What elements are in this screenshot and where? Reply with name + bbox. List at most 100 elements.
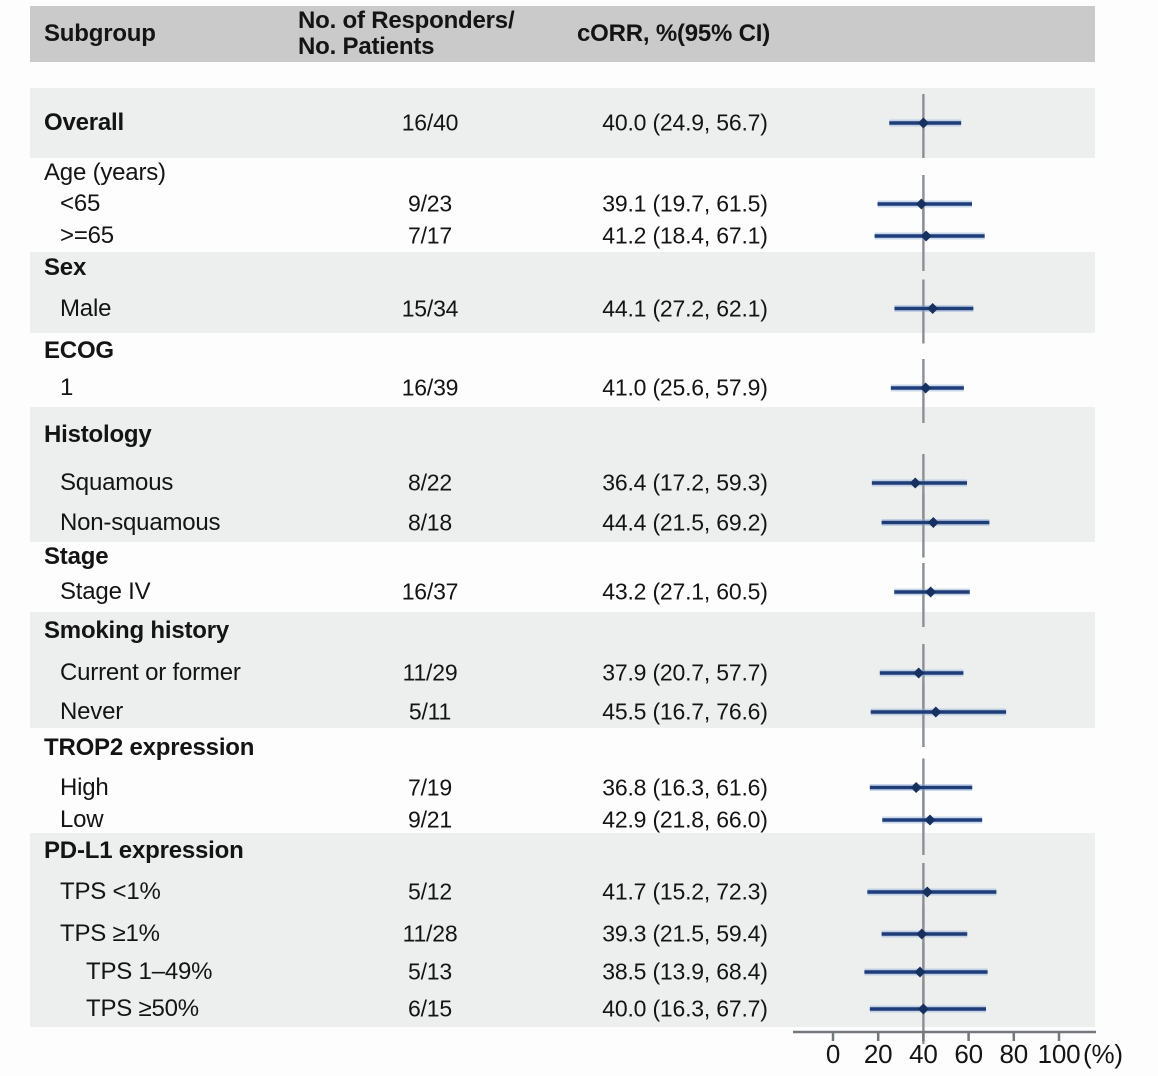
subgroup-row: Smoking history (30, 612, 1095, 650)
n-patients-cell: 9/23 (408, 190, 452, 217)
x-axis-unit-label: (%) (1083, 1039, 1123, 1069)
subgroup-row: Age (years) (30, 158, 1095, 188)
x-axis-tick-label: 60 (954, 1039, 983, 1069)
subgroup-row: TROP2 expression (30, 728, 1095, 768)
subgroup-label: High (60, 773, 109, 801)
section-band: PD-L1 expression TPS <1% 5/12 41.7 (15.2, 7… (30, 833, 1095, 1027)
corr-ci-cell: 38.5 (13.9, 68.4) (602, 958, 768, 985)
header-gap (30, 62, 1095, 88)
subgroup-label: 1 (60, 374, 74, 401)
n-patients-cell: 16/40 (401, 109, 459, 136)
subgroup-row: Sex (30, 252, 1095, 284)
corr-ci-cell: 36.8 (16.3, 61.6) (602, 774, 768, 800)
subgroup-label: Never (60, 698, 124, 725)
n-patients-cell: 6/15 (408, 995, 452, 1022)
subgroup-label: >=65 (60, 222, 114, 249)
section-band: Stage Stage IV 16/37 43.2 (27.1, 60.5) (30, 542, 1095, 612)
x-axis-tick-label: 0 (826, 1039, 840, 1069)
subgroup-row: TPS ≥1% 11/28 39.3 (21.5, 59.4) (30, 915, 1095, 953)
n-patients-cell: 16/39 (401, 374, 459, 401)
corr-ci-cell: 43.2 (27.1, 60.5) (602, 578, 768, 605)
subgroup-row: Current or former 11/29 37.9 (20.7, 57.7) (30, 650, 1095, 696)
subgroup-row: TPS 1–49% 5/13 38.5 (13.9, 68.4) (30, 953, 1095, 991)
subgroup-label: TPS ≥1% (60, 920, 160, 947)
n-patients-cell: 8/22 (408, 469, 452, 496)
corr-ci-cell: 39.1 (19.7, 61.5) (602, 190, 768, 217)
subgroup-row: <65 9/23 39.1 (19.7, 61.5) (30, 188, 1095, 220)
x-axis-tick-label: 100 (1038, 1039, 1081, 1069)
section-header-label: PD-L1 expression (44, 837, 244, 864)
subgroup-row: Stage (30, 542, 1095, 572)
column-header-responders-line2: No. Patients (298, 33, 435, 60)
subgroup-row: High 7/19 36.8 (16.3, 61.6) (30, 768, 1095, 807)
subgroup-row: Squamous 8/22 36.4 (17.2, 59.3) (30, 463, 1095, 503)
section-header-label: Histology (44, 421, 152, 448)
section-band: Smoking history Current or former 11/29 37.… (30, 612, 1095, 728)
corr-ci-cell: 42.9 (21.8, 66.0) (602, 806, 768, 833)
subgroup-row: Stage IV 16/37 43.2 (27.1, 60.5) (30, 572, 1095, 612)
n-patients-cell: 11/29 (402, 659, 458, 686)
subgroup-label: TPS 1–49% (86, 958, 213, 985)
n-patients-cell: 11/28 (402, 920, 458, 947)
n-patients-cell: 8/18 (408, 509, 452, 535)
subgroup-label: TPS <1% (60, 878, 161, 905)
corr-ci-cell: 41.2 (18.4, 67.1) (602, 222, 768, 249)
column-header-responders: No. of Responders/ No. Patients (298, 7, 515, 60)
subgroup-label: TPS ≥50% (86, 995, 199, 1022)
subgroup-label: <65 (60, 190, 101, 217)
n-patients-cell: 9/21 (408, 806, 452, 833)
table-header-row: Subgroup No. of Responders/ No. Patients… (30, 6, 1095, 62)
corr-ci-cell: 39.3 (21.5, 59.4) (602, 920, 768, 947)
subgroup-row: Low 9/21 42.9 (21.8, 66.0) (30, 806, 1095, 833)
corr-ci-cell: 44.1 (27.2, 62.1) (602, 295, 768, 321)
corr-ci-cell: 40.0 (24.9, 56.7) (602, 109, 768, 136)
section-header-label: ECOG (44, 337, 114, 364)
section-header-label: Sex (44, 254, 87, 281)
n-patients-cell: 15/34 (401, 295, 459, 321)
subgroup-label: Male (60, 294, 112, 322)
corr-ci-cell: 41.7 (15.2, 72.3) (602, 878, 768, 905)
subgroup-row: >=65 7/17 41.2 (18.4, 67.1) (30, 220, 1095, 252)
table-body: Overall 16/40 40.0 (24.9, 56.7) Age (years)… (30, 88, 1095, 1027)
n-patients-cell: 16/37 (401, 578, 459, 605)
column-header-corr: cORR, %(95% CI) (577, 20, 771, 47)
subgroup-label: Squamous (60, 469, 174, 496)
subgroup-label: Non-squamous (60, 508, 221, 536)
corr-ci-cell: 36.4 (17.2, 59.3) (602, 469, 768, 496)
n-patients-cell: 5/11 (408, 698, 452, 725)
subgroup-row: TPS <1% 5/12 41.7 (15.2, 72.3) (30, 869, 1095, 915)
subgroup-row: Histology (30, 407, 1095, 463)
n-patients-cell: 7/17 (408, 222, 452, 249)
subgroup-label: Current or former (60, 659, 241, 686)
x-axis-tick-label: 20 (864, 1039, 893, 1069)
corr-ci-cell: 37.9 (20.7, 57.7) (602, 659, 768, 686)
subgroup-row: Male 15/34 44.1 (27.2, 62.1) (30, 284, 1095, 333)
corr-ci-cell: 40.0 (16.3, 67.7) (602, 995, 768, 1022)
section-band: ECOG 1 16/39 41.0 (25.6, 57.9) (30, 333, 1095, 407)
subgroup-label: Low (60, 806, 104, 833)
n-patients-cell: 5/13 (408, 958, 452, 985)
subgroup-label: Stage IV (60, 578, 151, 605)
n-patients-cell: 5/12 (408, 878, 452, 905)
subgroup-row: Overall 16/40 40.0 (24.9, 56.7) (30, 88, 1095, 158)
column-header-subgroup: Subgroup (44, 20, 156, 47)
subgroup-row: TPS ≥50% 6/15 40.0 (16.3, 67.7) (30, 991, 1095, 1027)
subgroup-row: 1 16/39 41.0 (25.6, 57.9) (30, 369, 1095, 407)
subgroup-row: ECOG (30, 333, 1095, 369)
section-band: Age (years) <65 9/23 39.1 (19.7, 61.5) >=65 7… (30, 158, 1095, 252)
x-axis-tick-label: 40 (909, 1039, 938, 1069)
corr-ci-cell: 45.5 (16.7, 76.6) (602, 698, 768, 725)
n-patients-cell: 7/19 (408, 774, 452, 800)
section-band: TROP2 expression High 7/19 36.8 (16.3, 61.6… (30, 728, 1095, 833)
subgroup-label: Overall (44, 109, 124, 136)
corr-ci-cell: 44.4 (21.5, 69.2) (602, 509, 768, 535)
x-axis-tick-label: 80 (1000, 1039, 1029, 1069)
section-band: Histology Squamous 8/22 36.4 (17.2, 59.3) No… (30, 407, 1095, 542)
section-header-label: Smoking history (44, 617, 230, 644)
column-header-responders-line1: No. of Responders/ (298, 7, 515, 34)
subgroup-table: Subgroup No. of Responders/ No. Patients… (30, 6, 1095, 1027)
section-header-label: TROP2 expression (44, 734, 255, 761)
subgroup-row: Never 5/11 45.5 (16.7, 76.6) (30, 696, 1095, 728)
section-band: Overall 16/40 40.0 (24.9, 56.7) (30, 88, 1095, 158)
